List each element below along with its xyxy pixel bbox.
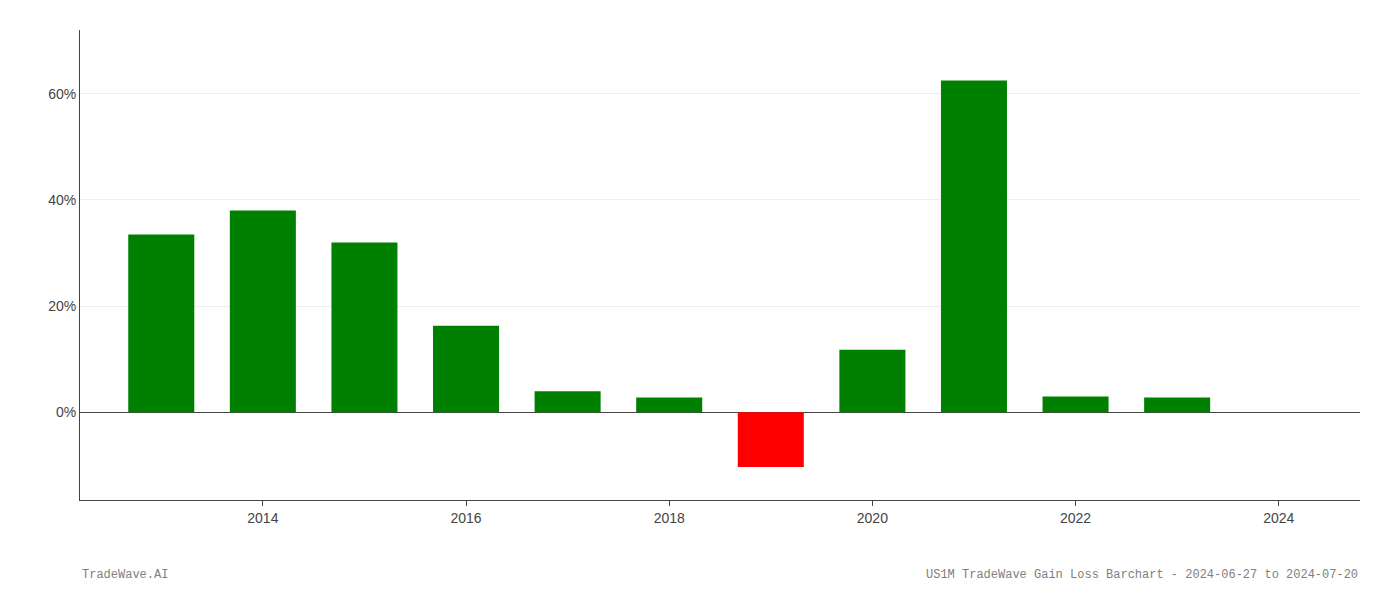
- svg-text:2018: 2018: [654, 510, 685, 526]
- svg-text:2024: 2024: [1263, 510, 1294, 526]
- svg-text:60%: 60%: [48, 86, 76, 102]
- svg-text:40%: 40%: [48, 192, 76, 208]
- svg-text:2022: 2022: [1060, 510, 1091, 526]
- svg-text:0%: 0%: [56, 404, 76, 420]
- svg-text:2014: 2014: [247, 510, 278, 526]
- svg-text:2016: 2016: [450, 510, 481, 526]
- svg-text:2020: 2020: [857, 510, 888, 526]
- svg-text:US1M TradeWave Gain Loss Barch: US1M TradeWave Gain Loss Barchart - 2024…: [926, 568, 1358, 582]
- svg-text:TradeWave.AI: TradeWave.AI: [82, 568, 168, 582]
- svg-text:20%: 20%: [48, 298, 76, 314]
